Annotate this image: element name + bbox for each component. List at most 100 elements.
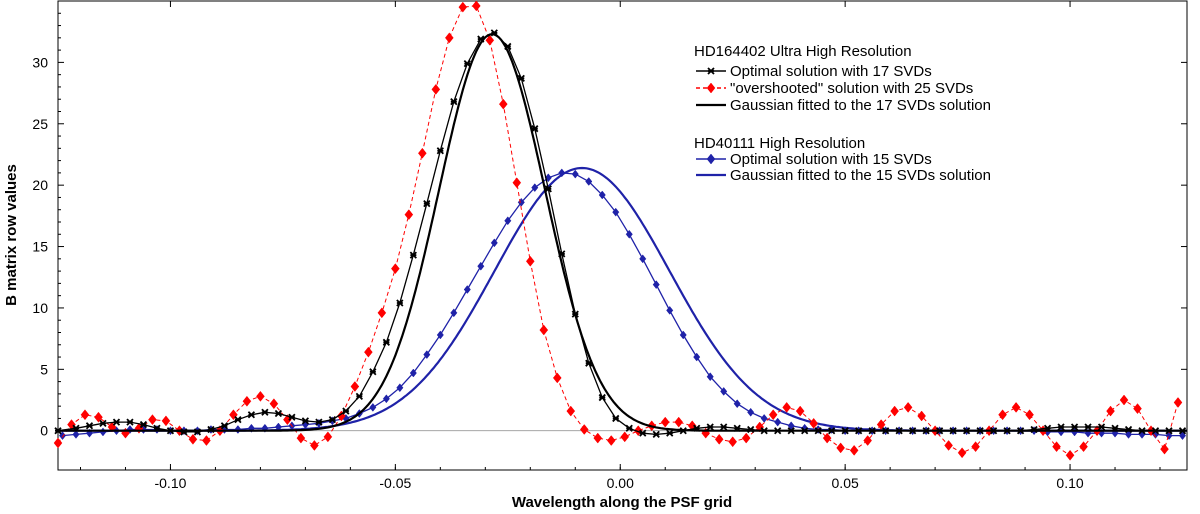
data-point	[598, 190, 606, 200]
y-tick-label: 15	[32, 239, 48, 255]
data-point	[625, 424, 633, 432]
data-point	[998, 409, 1007, 421]
data-point	[234, 425, 242, 434]
x-tick-label: 0.00	[607, 475, 634, 491]
data-point	[706, 372, 714, 382]
legend-swatch-marker	[706, 153, 716, 165]
data-point	[1065, 449, 1075, 461]
data-point	[531, 183, 539, 193]
data-point	[85, 422, 94, 430]
data-point	[72, 429, 80, 439]
data-point	[450, 98, 458, 106]
data-point	[396, 383, 404, 393]
data-point	[741, 432, 751, 444]
data-point	[94, 411, 103, 423]
data-point	[53, 437, 63, 449]
data-point	[714, 433, 724, 445]
legend-swatch-marker	[706, 82, 716, 94]
plot-frame	[57, 0, 1188, 471]
data-point	[598, 393, 606, 402]
data-point	[391, 263, 400, 275]
data-point	[1119, 394, 1129, 406]
data-point	[552, 372, 562, 384]
data-point	[876, 419, 886, 430]
data-point	[274, 409, 283, 418]
data-point	[558, 168, 566, 178]
data-point	[512, 177, 522, 189]
data-point	[139, 420, 148, 429]
data-point	[660, 416, 670, 428]
data-point	[463, 285, 471, 294]
data-point	[418, 147, 427, 159]
data-point	[782, 401, 791, 413]
data-point	[1025, 409, 1034, 421]
data-point	[188, 433, 198, 445]
series-line	[57, 32, 1183, 436]
data-point	[849, 444, 859, 456]
data-point	[369, 402, 377, 412]
data-point	[431, 83, 441, 95]
data-point	[1052, 441, 1061, 453]
data-point	[585, 177, 593, 186]
data-point	[220, 422, 229, 430]
data-point	[242, 395, 252, 407]
data-point	[625, 229, 633, 239]
data-point	[342, 407, 350, 415]
data-point	[337, 410, 346, 422]
data-point	[364, 346, 373, 358]
data-point	[917, 410, 926, 422]
x-tick-label: 0.05	[832, 475, 859, 491]
data-point	[126, 418, 134, 426]
data-point	[679, 330, 687, 340]
data-point	[404, 209, 414, 221]
gaussian-curve-line	[58, 32, 1187, 432]
data-point	[450, 308, 458, 318]
data-point	[755, 421, 765, 433]
data-point	[863, 435, 872, 446]
x-tick-label: -0.05	[379, 475, 411, 491]
data-point	[315, 418, 323, 426]
data-point	[67, 419, 76, 430]
data-point	[944, 440, 953, 451]
data-point	[247, 423, 255, 433]
data-point	[768, 409, 778, 421]
data-point	[639, 254, 647, 264]
data-point	[463, 59, 471, 68]
data-point	[99, 419, 107, 427]
data-point	[382, 338, 390, 346]
data-point	[579, 424, 589, 435]
data-point	[606, 435, 616, 446]
legend-entry-15svd: Optimal solution with 15 SVDs	[730, 151, 932, 168]
data-point	[1160, 443, 1169, 455]
data-point	[612, 414, 620, 423]
data-point	[957, 447, 967, 459]
data-point	[539, 324, 549, 336]
y-tick-label: 20	[32, 177, 48, 193]
data-point	[490, 238, 498, 248]
data-point	[693, 352, 701, 362]
data-point	[1084, 423, 1092, 431]
legend-entry-gauss15: Gaussian fitted to the 15 SVDs solution	[730, 167, 991, 184]
data-point	[256, 390, 265, 402]
data-point	[328, 416, 337, 424]
data-point	[234, 416, 242, 424]
data-point	[903, 401, 913, 413]
series-line	[62, 172, 1183, 437]
data-point	[620, 431, 630, 443]
data-point	[1070, 423, 1079, 431]
data-point	[202, 435, 211, 446]
data-point	[498, 98, 508, 110]
data-point	[161, 415, 171, 427]
data-point	[774, 417, 782, 427]
data-point	[666, 305, 674, 315]
legend-entry-17svd: Optimal solution with 17 SVDs	[730, 63, 932, 80]
data-point	[971, 441, 980, 453]
data-point	[80, 409, 90, 421]
data-point	[112, 418, 121, 426]
series-3	[58, 168, 1187, 441]
data-point	[639, 429, 647, 437]
data-point	[288, 413, 296, 421]
data-point	[525, 255, 535, 267]
legend-entry-25svd: "overshooted" solution with 25 SVDs	[730, 80, 973, 97]
